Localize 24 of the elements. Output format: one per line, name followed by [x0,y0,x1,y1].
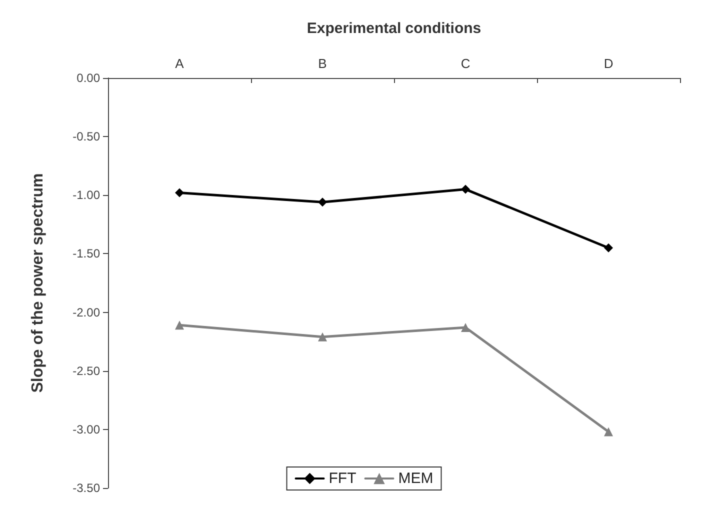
y-tick-label: -3.00 [72,422,100,436]
y-tick-label: -1.50 [72,246,100,261]
point [461,323,470,332]
point [461,184,470,194]
point [175,188,184,198]
y-tick-label: 0.00 [76,71,100,85]
y-tick-label: -2.50 [72,364,100,378]
x-tick-label: C [460,56,470,71]
point [318,198,327,207]
legend-label: MEM [398,470,434,487]
x-tick-label: A [175,56,184,71]
y-tick-label: -0.50 [72,130,100,144]
point [604,243,613,252]
y-tick-label: -2.00 [72,305,100,320]
x-axis-title: Experimental conditions [306,20,482,37]
x-tick-label: B [318,56,327,71]
y-tick-label: -3.50 [72,481,100,495]
point [318,332,327,342]
x-tick-label: D [604,56,614,71]
y-axis-title: Slope of the power spectrum [30,173,46,393]
y-tick-label: -1.00 [72,188,100,202]
point [604,427,613,436]
point [175,320,184,330]
legend-label: FFT [328,470,356,487]
